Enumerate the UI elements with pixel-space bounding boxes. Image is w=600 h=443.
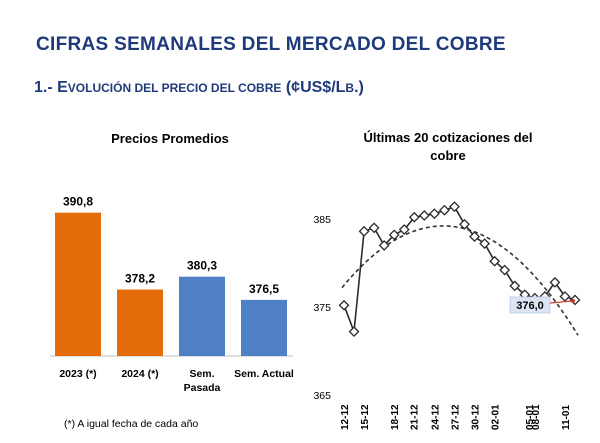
bar-category-label: Pasada xyxy=(184,382,221,394)
bar-chart-footnote: (*) A igual fecha de cada año xyxy=(64,418,198,430)
bar-value-label: 380,3 xyxy=(187,259,217,273)
bar-value-label: 390,8 xyxy=(63,195,93,209)
bar-1 xyxy=(55,212,101,356)
bar-value-label: 376,5 xyxy=(249,282,279,296)
bar-2 xyxy=(117,289,163,356)
bar-category-label: Sem. Actual xyxy=(234,368,294,380)
bar-chart-title: Precios Promedios xyxy=(111,131,229,146)
bar-value-label: 378,2 xyxy=(125,272,155,286)
bar-4 xyxy=(241,299,287,356)
bar-category-label: 2024 (*) xyxy=(121,368,158,380)
bar-3 xyxy=(179,276,225,356)
bar-category-label: 2023 (*) xyxy=(59,368,96,380)
section-title-mid: (¢US$/L xyxy=(281,79,346,96)
page-title: CIFRAS SEMANALES DEL MERCADO DEL COBRE xyxy=(36,34,506,55)
section-title: 1.- EVOLUCIÓN DEL PRECIO DEL COBRE (¢US$… xyxy=(34,79,364,97)
section-title-smallcaps-1: VOLUCIÓN DEL PRECIO DEL COBRE xyxy=(67,81,282,95)
section-title-prefix: 1.- E xyxy=(34,79,68,96)
section-title-smallcaps-2: B xyxy=(345,81,355,95)
section-title-suffix: .) xyxy=(354,79,364,96)
bar-category-label: Sem. xyxy=(189,368,214,380)
